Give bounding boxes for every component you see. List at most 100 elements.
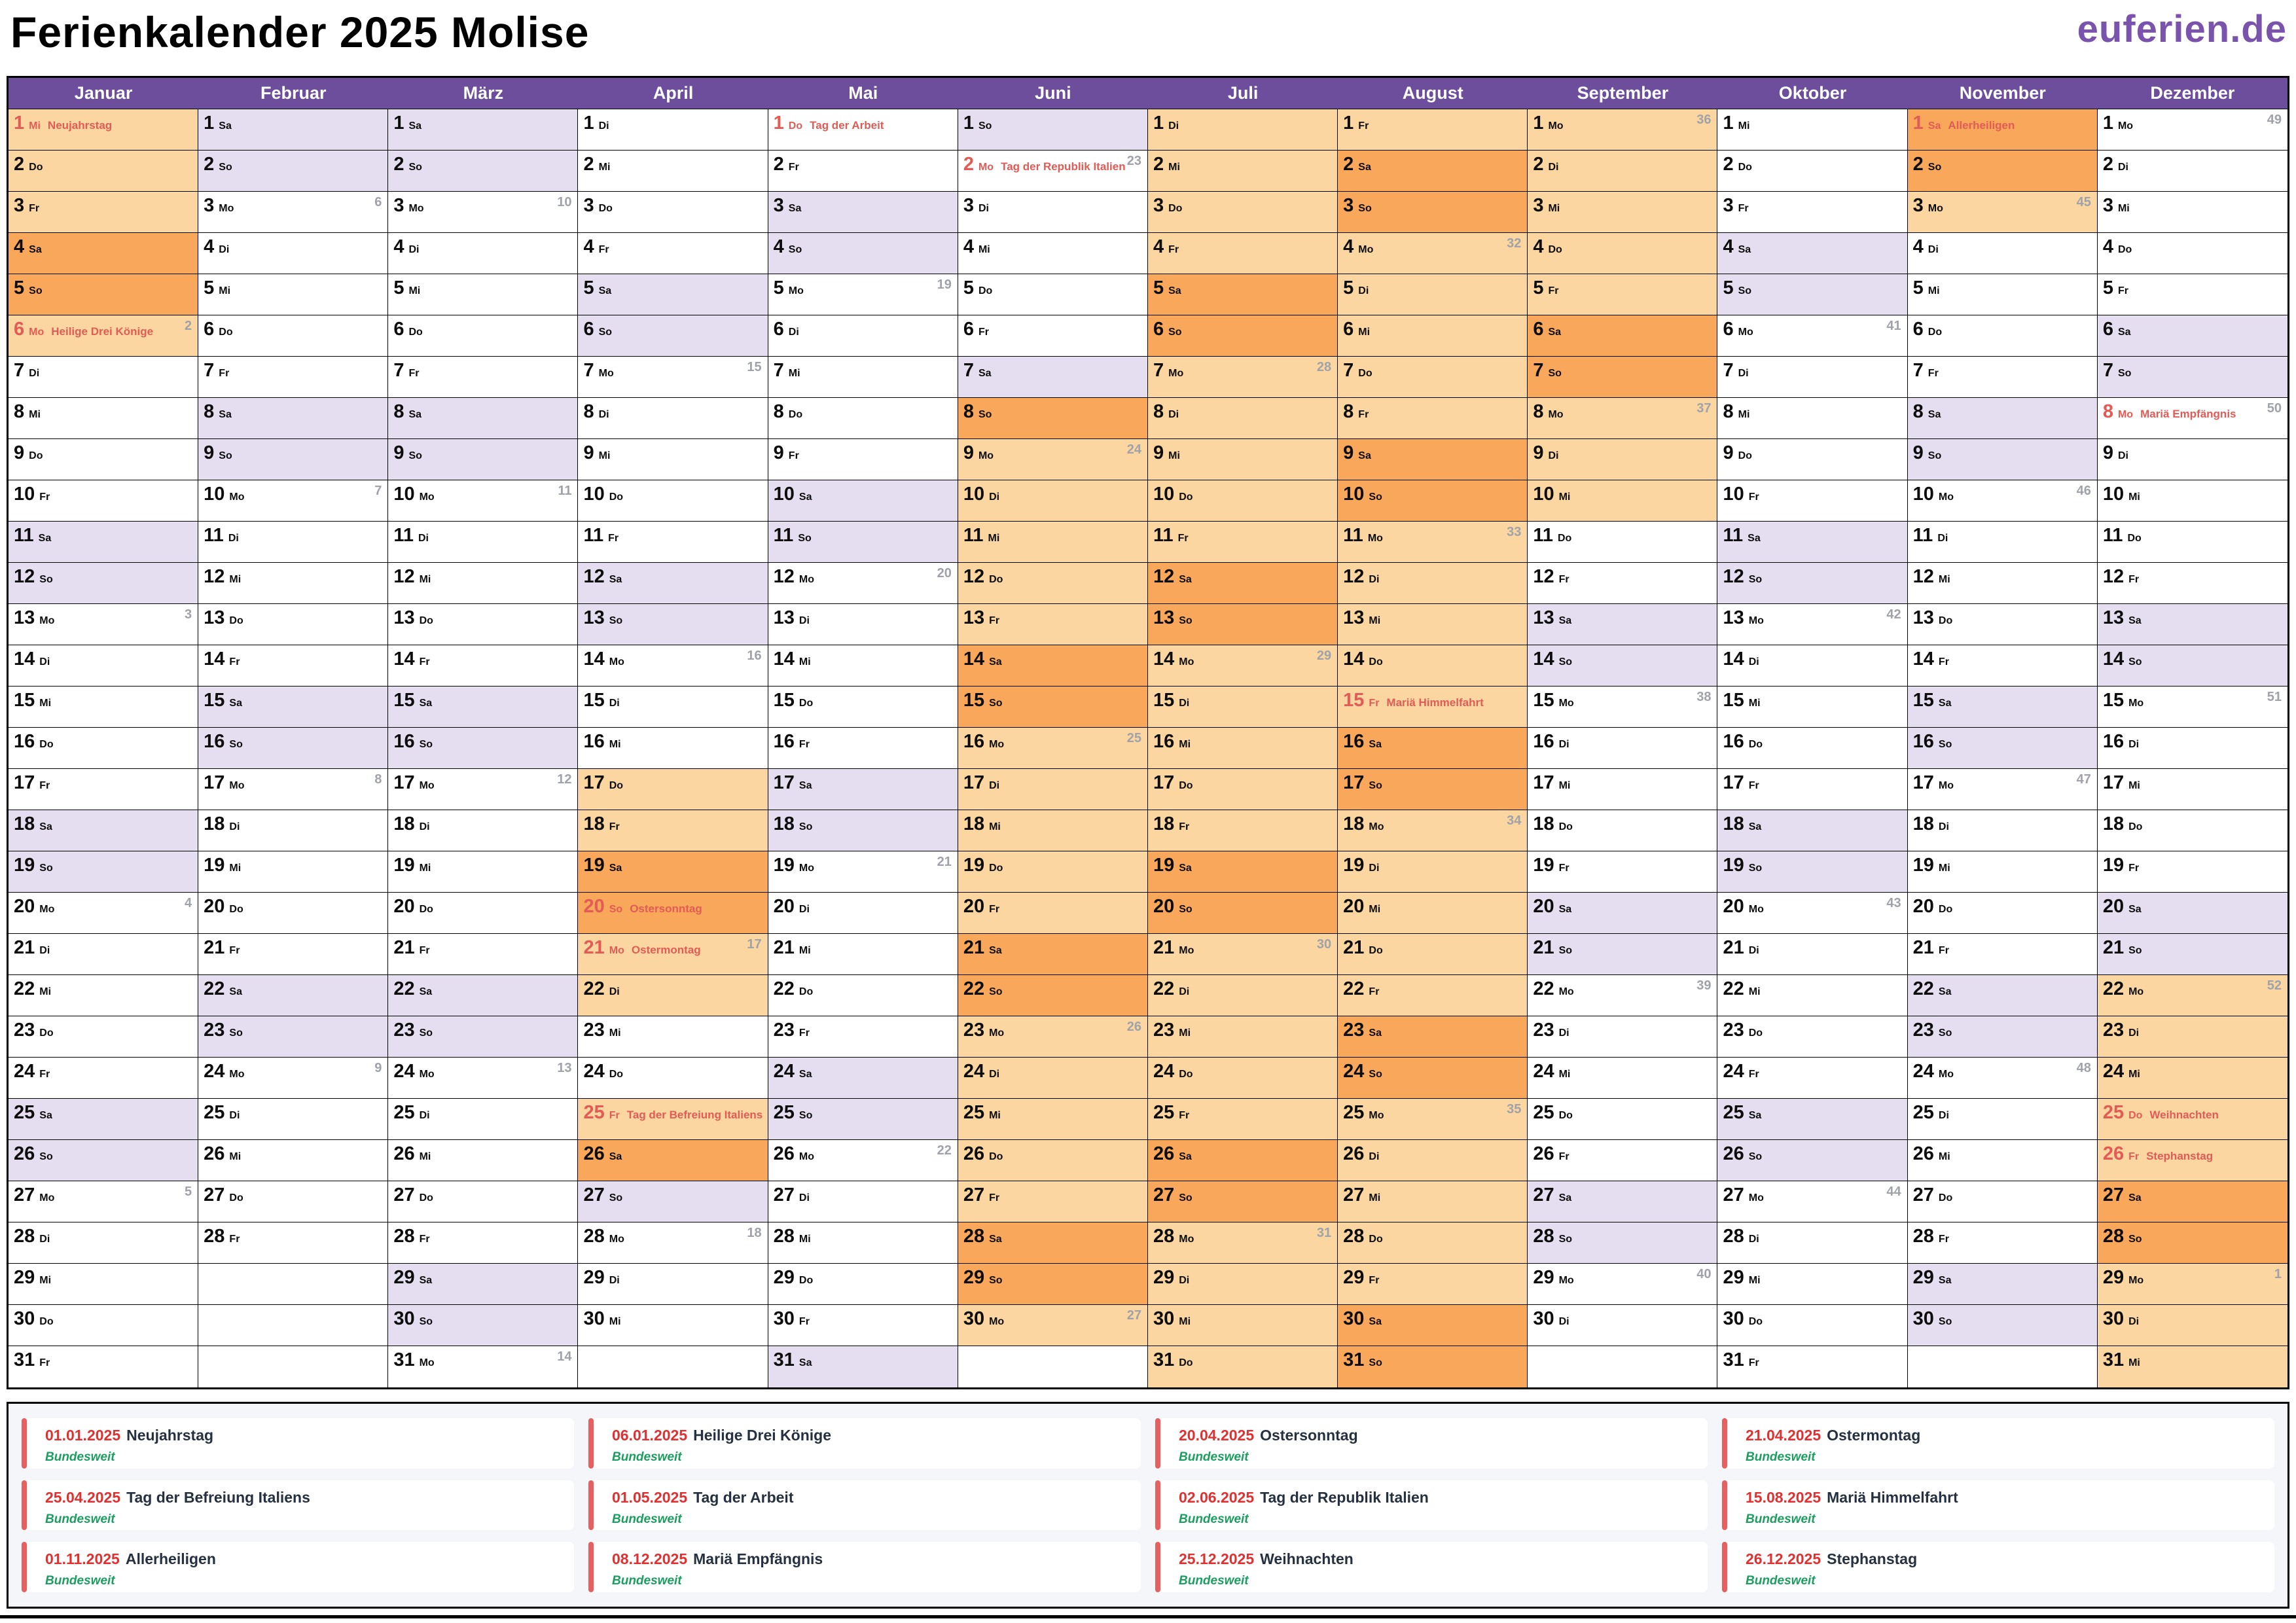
- day-number: 7: [583, 360, 594, 381]
- weekday-label: Do: [798, 986, 814, 997]
- day-number: 21: [393, 937, 415, 958]
- weekday-label: Fr: [609, 821, 620, 832]
- day-number: 27: [1533, 1185, 1554, 1205]
- day-cell: 13 Mo 42: [1717, 604, 1908, 645]
- weekday-label: Mi: [798, 1234, 811, 1245]
- day-cell: 9 Sa: [1338, 439, 1528, 480]
- day-number: 10: [1723, 484, 1744, 505]
- weekday-label: Do: [1548, 244, 1562, 255]
- day-cell: 26 Mi: [388, 1140, 579, 1181]
- day-cell: 16 So: [388, 728, 579, 769]
- day-number: 18: [1912, 813, 1934, 834]
- legend-accent-bar: [1722, 1480, 1727, 1531]
- day-cell: 1 Mo 49: [2097, 109, 2287, 151]
- day-cell: 20 Fr: [958, 893, 1148, 934]
- day-cell: 24 Mo 13: [388, 1058, 579, 1099]
- day-number: 6: [1533, 319, 1544, 340]
- day-cell: 10 Mi: [2097, 480, 2287, 522]
- empty-cell: [1907, 1346, 2098, 1387]
- week-number: 37: [1696, 401, 1712, 416]
- weekday-label: Fr: [1748, 1357, 1759, 1368]
- day-number: 8: [14, 401, 25, 422]
- weekday-label: Do: [1558, 533, 1572, 544]
- day-number: 10: [773, 484, 795, 505]
- weekday-label: Sa: [1179, 1151, 1192, 1162]
- weekday-label: Fr: [219, 368, 230, 379]
- weekday-label: Mi: [29, 409, 41, 420]
- day-cell: 13 Sa: [2097, 604, 2287, 645]
- day-cell: 30 Di: [1528, 1305, 1718, 1346]
- weekday-label: So: [2128, 1234, 2142, 1245]
- month-header: März: [463, 83, 504, 103]
- weekday-label: Mi: [1358, 327, 1371, 338]
- weekday-label: Sa: [989, 656, 1002, 668]
- day-cell: 3 Do: [1147, 192, 1338, 233]
- weekday-label: Sa: [609, 1151, 622, 1162]
- day-number: 20: [963, 896, 985, 917]
- day-number: 2: [1723, 154, 1734, 175]
- day-number: 10: [583, 484, 605, 505]
- day-number: 29: [583, 1267, 605, 1288]
- day-cell: 16 Fr: [768, 728, 958, 769]
- day-number: 3: [583, 195, 594, 216]
- day-number: 12: [14, 566, 35, 587]
- legend-item-scope: Bundesweit: [612, 1450, 682, 1464]
- week-number: 44: [1886, 1185, 1901, 1199]
- day-number: 24: [583, 1061, 605, 1082]
- weekday-label: Sa: [1558, 1192, 1572, 1204]
- day-cell: 10 Mo 11: [388, 480, 579, 522]
- day-cell: 29 Di: [578, 1264, 768, 1305]
- month-header: Juni: [1035, 83, 1071, 103]
- weekday-label: Mo: [419, 1069, 435, 1080]
- week-number: 14: [557, 1349, 572, 1364]
- day-number: 6: [583, 319, 594, 340]
- weekday-label: Do: [1738, 162, 1752, 173]
- day-number: 31: [2102, 1349, 2125, 1370]
- day-cell: 4 Sa: [1717, 233, 1908, 274]
- week-number: 41: [1886, 319, 1901, 333]
- weekday-label: Do: [1369, 1234, 1383, 1245]
- day-cell: 16 Do: [9, 728, 199, 769]
- day-cell: 1 Fr: [1338, 109, 1528, 151]
- day-cell: 29 Sa: [1907, 1264, 2098, 1305]
- legend-item-name: Mariä Empfängnis: [693, 1550, 823, 1568]
- weekday-label: Fr: [1558, 574, 1570, 585]
- week-number: 27: [1126, 1308, 1141, 1323]
- day-cell: 1 Mi: [1717, 109, 1908, 151]
- day-number: 15: [583, 690, 605, 711]
- weekday-label: Do: [788, 120, 803, 132]
- day-number: 18: [1343, 813, 1365, 834]
- day-cell: 20 So Ostersonntag: [578, 893, 768, 934]
- day-cell: 21 Di: [1717, 934, 1908, 975]
- day-number: 29: [1343, 1267, 1365, 1288]
- weekday-label: So: [1168, 327, 1182, 338]
- day-number: 5: [773, 277, 784, 298]
- weekday-label: So: [1179, 1192, 1193, 1204]
- weekday-label: Di: [228, 533, 239, 544]
- day-number: 23: [204, 1020, 225, 1041]
- day-cell: 23 Di: [1528, 1016, 1718, 1058]
- day-cell: 4 Do: [1528, 233, 1718, 274]
- day-cell: 23 Sa: [1338, 1016, 1528, 1058]
- weekday-label: Sa: [1738, 244, 1751, 255]
- day-cell: 14 Do: [1338, 645, 1528, 687]
- day-cell: 25 Sa: [1717, 1099, 1908, 1140]
- day-cell: 5 Sa: [1147, 274, 1338, 315]
- weekday-label: Do: [2128, 1110, 2143, 1121]
- day-number: 6: [14, 319, 25, 340]
- day-number: 15: [1723, 690, 1744, 711]
- day-number: 10: [1533, 484, 1554, 505]
- weekday-label: Mo: [598, 368, 614, 379]
- day-cell: 11 Sa: [1717, 522, 1908, 563]
- weekday-label: Mi: [1938, 1151, 1950, 1162]
- day-number: 28: [583, 1226, 605, 1247]
- weekday-label: Di: [2128, 739, 2140, 750]
- week-number: 12: [557, 772, 572, 787]
- day-cell: 18 Di: [388, 810, 579, 851]
- weekday-label: Mo: [989, 739, 1005, 750]
- weekday-label: Fr: [229, 1234, 240, 1245]
- weekday-label: Di: [989, 780, 1000, 791]
- day-number: 17: [204, 772, 225, 793]
- day-number: 5: [1912, 277, 1924, 298]
- day-number: 17: [963, 772, 985, 793]
